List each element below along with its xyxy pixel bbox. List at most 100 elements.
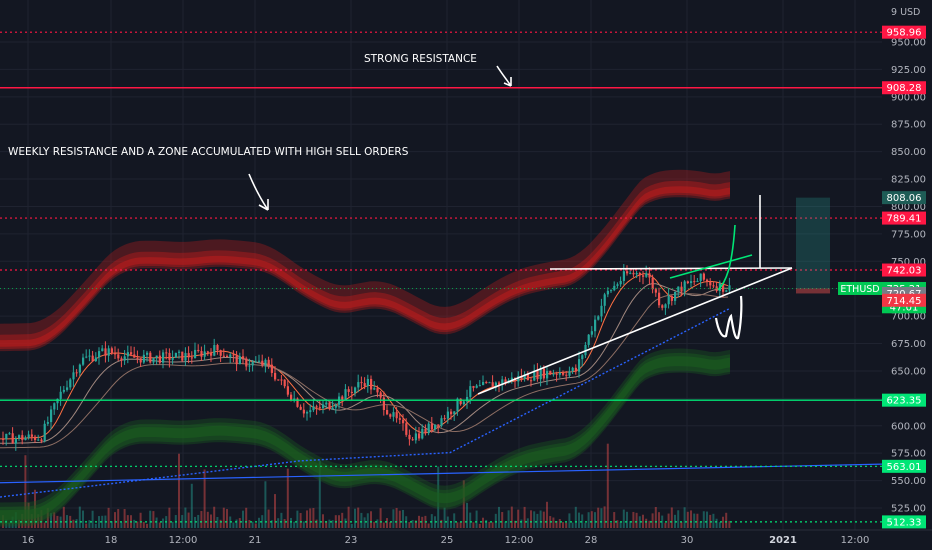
moving-average xyxy=(0,273,729,440)
volume-bar xyxy=(62,506,65,528)
volume-bar xyxy=(542,511,545,528)
price-tag-label: 623.35 xyxy=(887,396,922,407)
volume-bar xyxy=(315,519,318,528)
price-tick-label: 925.00 xyxy=(891,65,926,76)
triangle-top-line[interactable] xyxy=(549,267,793,270)
candle-body xyxy=(334,404,337,408)
price-axis[interactable]: 9 USD 950.00 925.00 900.00 875.00 850.00 825.… xyxy=(838,0,932,530)
volume-bar xyxy=(248,519,251,528)
candle-body xyxy=(229,354,232,358)
candle-body xyxy=(366,378,369,386)
w-pattern-scribble[interactable] xyxy=(714,295,743,340)
candle-body xyxy=(418,433,421,439)
price-tick-label: 550.00 xyxy=(891,476,926,487)
strong-resistance-label[interactable]: STRONG RESISTANCE xyxy=(364,53,477,65)
volume-bar xyxy=(536,513,539,528)
volume-bar xyxy=(331,520,334,528)
candle-body xyxy=(14,438,17,444)
candle-body xyxy=(626,271,629,274)
volume-bar xyxy=(184,507,187,528)
volume-bar xyxy=(178,453,180,528)
volume-bar xyxy=(664,522,667,528)
candle-body xyxy=(645,273,648,277)
volume-bar xyxy=(520,519,523,528)
volume-bar xyxy=(152,511,155,528)
wedge-line[interactable] xyxy=(669,254,753,279)
volume-bar xyxy=(469,512,472,528)
volume-bar xyxy=(485,519,488,528)
volume-bar xyxy=(517,509,520,528)
candle-body xyxy=(616,284,619,286)
candle-body xyxy=(386,409,389,415)
projection-stroke[interactable] xyxy=(717,224,736,291)
volume-bar xyxy=(133,519,136,528)
candle-body xyxy=(213,345,216,356)
volume-bar xyxy=(626,511,628,528)
lower-band xyxy=(0,356,730,521)
volume-bar xyxy=(190,483,193,528)
weekly-resistance-label[interactable]: WEEKLY RESISTANCE AND A ZONE ACCUMULATED… xyxy=(8,146,409,158)
candle-body xyxy=(427,423,430,434)
candle-body xyxy=(82,357,85,365)
volume-bar xyxy=(274,494,276,528)
candle-body xyxy=(62,389,65,392)
candle-body xyxy=(5,433,8,440)
candle-body xyxy=(533,370,536,381)
volume-bar xyxy=(632,511,635,528)
time-tick-label: 21 xyxy=(249,535,262,546)
candle-body xyxy=(133,354,136,358)
candle-body xyxy=(206,351,209,353)
long-position-target-zone[interactable] xyxy=(796,197,830,289)
candle-body xyxy=(101,348,104,352)
drawings[interactable] xyxy=(248,65,830,395)
volume-bar xyxy=(162,518,164,528)
candle-body xyxy=(168,352,171,360)
volume-bar xyxy=(597,507,600,528)
candle-body xyxy=(219,350,222,356)
price-tag-label: 563.01 xyxy=(887,462,922,473)
volume-bar xyxy=(328,519,331,528)
volume-bar xyxy=(261,515,264,528)
triangle-bottom-line[interactable] xyxy=(477,267,793,395)
volume-bar xyxy=(504,521,507,528)
candle-body xyxy=(139,358,142,363)
volume-bar xyxy=(715,518,718,528)
volume-bar xyxy=(539,510,542,528)
candle-body xyxy=(126,352,129,357)
candle-body xyxy=(226,355,229,358)
candle-body xyxy=(642,275,645,277)
candle-body xyxy=(21,435,24,441)
price-tag-label: 789.41 xyxy=(887,214,922,225)
candle-body xyxy=(610,290,613,292)
candle-body xyxy=(494,382,497,388)
volume-bar xyxy=(658,512,660,528)
volume-bar xyxy=(654,506,657,528)
arrow-weekly-resistance[interactable] xyxy=(248,173,269,211)
candle-body xyxy=(293,398,296,401)
candle-body xyxy=(443,418,446,420)
candle-body xyxy=(341,396,344,401)
candle-body xyxy=(552,373,555,375)
horizontal-levels[interactable] xyxy=(0,31,882,523)
volume-bar xyxy=(283,519,286,528)
candle-body xyxy=(312,406,315,411)
time-axis[interactable]: 16 18 12:00 21 23 25 12:00 28 30 2021 12:00 xyxy=(0,529,932,550)
candle-body xyxy=(315,406,318,408)
arrow-strong-resistance[interactable] xyxy=(496,65,512,87)
candle-body xyxy=(107,348,110,356)
volume-bar xyxy=(14,512,17,528)
candle-body xyxy=(706,279,709,282)
long-position-stop-zone[interactable] xyxy=(796,288,830,294)
candle-body xyxy=(571,367,574,372)
candle-body xyxy=(203,351,206,357)
volume-bar xyxy=(309,508,312,528)
candle-body xyxy=(318,407,321,409)
upper-band xyxy=(0,180,730,349)
candle-body xyxy=(363,383,366,386)
price-tick-label: 900.00 xyxy=(891,92,926,103)
candle-body xyxy=(421,428,424,439)
price-tag-label: 512.33 xyxy=(887,517,922,528)
candle-body xyxy=(290,394,293,401)
volume-bar xyxy=(91,510,94,528)
